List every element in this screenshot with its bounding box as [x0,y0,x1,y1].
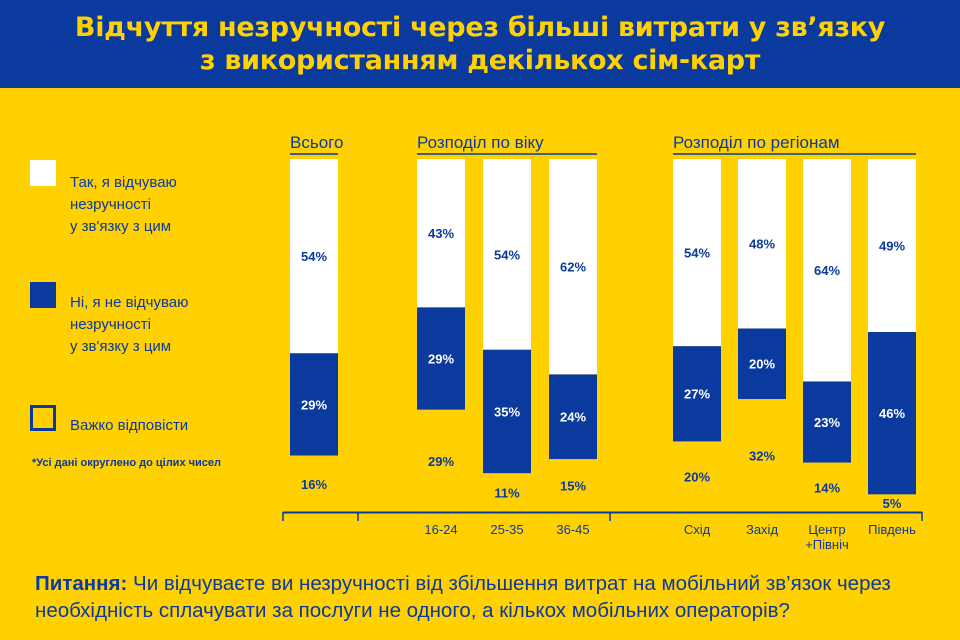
bar-segment [549,459,597,512]
x-tick-label: Схід [684,522,711,537]
bar-segment [868,159,916,332]
data-label: 46% [879,406,905,421]
legend-item-yes: Так, я відчуваю незручності у зв'язку з … [30,160,177,238]
bar-segment [738,159,786,329]
bar-segment [868,331,916,495]
data-label: 54% [301,249,327,264]
data-label: 35% [494,404,520,419]
legend-swatch-yes [30,160,56,186]
data-label: 15% [560,479,586,494]
header-banner: Відчуття незручності через більші витрат… [0,0,960,88]
data-label: 62% [560,260,586,275]
data-label: 48% [749,237,775,252]
x-tick-label: 16-24 [424,522,457,537]
bar-segment [673,441,721,512]
bar-segment [549,159,597,375]
group-label: Всього [290,133,343,152]
chart-title-line-1: Відчуття незручності через більші витрат… [74,12,886,43]
chart-title-line-2: з використанням декількох сім-карт [199,45,761,76]
bar-segment [738,328,786,400]
bar-segment [483,473,531,512]
bar-segment [417,307,465,410]
data-label: 64% [814,263,840,278]
bar-segment [549,374,597,460]
survey-question: Питання: Чи відчуваєте ви незручності ві… [35,570,935,624]
bar-segment [483,159,531,350]
data-label: 24% [560,410,586,425]
group-label: Розподіл по віку [417,133,544,152]
legend-label-hard-to-say: Важко відповісти [70,417,189,434]
x-tick-label: 25-35 [490,522,523,537]
x-tick-label: Південь [868,522,916,537]
x-tick-label: 36-45 [556,522,589,537]
bar-segment [483,349,531,474]
data-label: 54% [494,247,520,262]
legend-swatch-hard-to-say [30,405,56,431]
data-label: 29% [301,397,327,412]
question-text: Чи відчуваєте ви незручності від збільше… [35,572,891,622]
bar-segment [803,381,851,463]
bar-segment [290,159,338,354]
data-label: 23% [814,415,840,430]
data-label: 54% [684,246,710,261]
bar-segment [673,159,721,347]
bar-segment [290,455,338,512]
data-label: 49% [879,238,905,253]
data-label: 29% [428,454,454,469]
footnote: *Усі дані округлено до цілих чисел [32,457,221,469]
data-label: 27% [684,387,710,402]
x-tick-label: Центр [808,522,845,537]
bar-segment [738,399,786,512]
data-label: 20% [684,470,710,485]
question-label: Питання: [35,572,128,595]
legend-swatch-no [30,282,56,308]
bar-segment [290,353,338,456]
data-label: 16% [301,477,327,492]
data-label: 32% [749,449,775,464]
group-label: Розподіл по регіонам [673,133,840,152]
legend-item-hard-to-say: Важко відповісти [30,405,188,437]
data-label: 20% [749,357,775,372]
data-label: 43% [428,226,454,241]
x-tick-label: +Північ [805,537,849,552]
bar-segment [803,462,851,512]
data-label: 29% [428,351,454,366]
data-label: 14% [814,480,840,495]
bar-segment [868,494,916,512]
bar-segment [417,409,465,512]
data-label: 11% [494,486,520,501]
legend-item-no: Ні, я не відчуваю незручності у зв'язку … [30,282,188,358]
bar-segment [673,346,721,442]
bar-segment [417,159,465,308]
bar-segment [803,159,851,382]
x-tick-label: Захід [746,522,778,537]
legend-label-no: Ні, я не відчуваю незручності у зв'язку … [70,294,189,355]
legend-label-yes: Так, я відчуваю незручності у зв'язку з … [70,174,177,235]
data-label: 5% [883,496,902,511]
